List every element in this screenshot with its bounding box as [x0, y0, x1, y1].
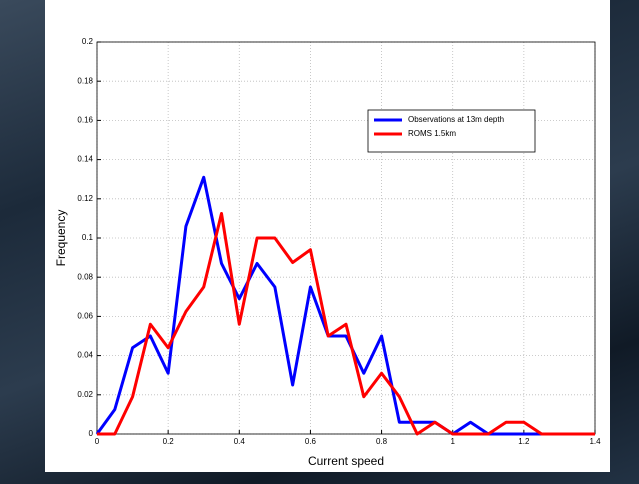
- y-tick-label: 0.12: [77, 194, 93, 203]
- legend-label: Observations at 13m depth: [408, 115, 504, 124]
- x-tick-label: 0.6: [305, 437, 317, 446]
- y-tick-label: 0.04: [77, 351, 93, 360]
- page: Current speed Frequency 0 0.02 0.04 0.06 0.0…: [0, 0, 639, 484]
- x-tick-label: 1.4: [589, 437, 601, 446]
- y-tick-label: 0.06: [77, 312, 93, 321]
- x-axis-label: Current speed: [308, 454, 384, 468]
- x-tick-label: 0.2: [163, 437, 175, 446]
- y-tick-label: 0.08: [77, 272, 93, 281]
- y-tick-label: 0.16: [77, 116, 93, 125]
- legend-label: ROMS 1.5km: [408, 129, 456, 138]
- y-tick-label: 0.14: [77, 155, 93, 164]
- y-axis-label: Frequency: [54, 210, 68, 267]
- x-tick-label: 0: [95, 437, 100, 446]
- y-tick-label: 0.2: [82, 37, 94, 46]
- y-tick-label: 0.02: [77, 390, 93, 399]
- x-tick-label: 0.8: [376, 437, 388, 446]
- x-tick-label: 0.4: [234, 437, 246, 446]
- y-tick-label: 0.18: [77, 76, 93, 85]
- x-tick-label: 1.2: [518, 437, 530, 446]
- y-tick-label: 0: [89, 429, 94, 438]
- x-tick-label: 1: [450, 437, 455, 446]
- chart: Current speed Frequency 0 0.02 0.04 0.06 0.0…: [0, 0, 639, 484]
- y-tick-label: 0.1: [82, 233, 94, 242]
